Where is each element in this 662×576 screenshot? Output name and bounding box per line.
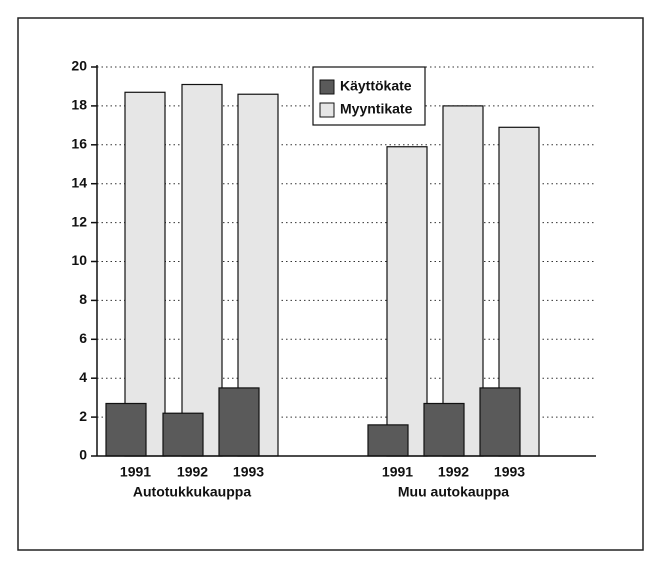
bar (218, 387, 260, 457)
y-tick-label: 4 (79, 369, 87, 385)
bar (479, 387, 521, 457)
x-tick-label: 1992 (177, 464, 208, 480)
legend-swatch (319, 102, 335, 118)
legend-label: Myyntikate (340, 101, 413, 117)
y-tick-label: 10 (71, 252, 87, 268)
y-tick-label: 0 (79, 447, 87, 463)
group-label: Muu autokauppa (398, 484, 509, 500)
y-tick-label: 8 (79, 291, 87, 307)
y-tick-label: 6 (79, 330, 87, 346)
legend-label: Käyttökate (340, 78, 412, 94)
y-tick-label: 18 (71, 97, 87, 113)
bar (367, 424, 409, 457)
bar (181, 83, 223, 457)
x-tick-label: 1992 (438, 464, 469, 480)
bar (423, 402, 465, 457)
group-label: Autotukkukauppa (133, 484, 251, 500)
bar (442, 105, 484, 457)
y-tick-label: 12 (71, 213, 87, 229)
legend-swatch (319, 79, 335, 95)
bar (124, 91, 166, 457)
y-tick-label: 14 (71, 174, 87, 190)
y-tick-label: 20 (71, 58, 87, 74)
x-tick-label: 1991 (382, 464, 413, 480)
bar (162, 412, 204, 457)
x-tick-label: 1993 (233, 464, 264, 480)
x-tick-label: 1991 (120, 464, 151, 480)
x-tick-label: 1993 (494, 464, 525, 480)
bar (386, 146, 428, 457)
bar (105, 402, 147, 457)
y-tick-label: 2 (79, 408, 87, 424)
y-tick-label: 16 (71, 136, 87, 152)
